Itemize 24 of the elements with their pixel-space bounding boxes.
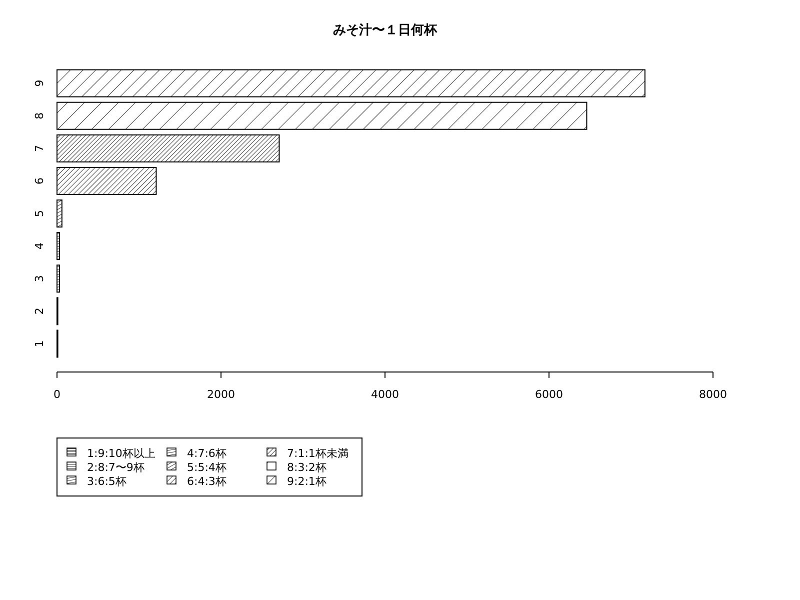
y-tick-label: 3 xyxy=(33,275,46,282)
y-tick-label: 6 xyxy=(33,177,46,184)
y-tick-label: 8 xyxy=(33,112,46,120)
x-tick-label: 8000 xyxy=(699,388,727,401)
x-tick-label: 6000 xyxy=(535,388,563,401)
x-tick-label: 2000 xyxy=(207,388,235,401)
y-tick-label: 2 xyxy=(33,308,46,315)
legend-label: 9:2:1杯 xyxy=(287,475,326,488)
legend-label: 7:1:1杯未満 xyxy=(287,447,348,460)
y-tick-label: 9 xyxy=(33,80,46,87)
y-tick-label: 7 xyxy=(33,144,46,152)
y-tick-label: 4 xyxy=(33,242,46,250)
chart-title: みそ汁〜１日何杯 xyxy=(333,23,438,38)
x-tick-label: 4000 xyxy=(371,388,399,401)
legend-label: 5:5:4杯 xyxy=(187,461,226,474)
legend-label: 1:9:10杯以上 xyxy=(87,447,156,460)
x-tick-label: 0 xyxy=(54,388,60,401)
legend-label: 3:6:5杯 xyxy=(87,475,126,488)
legend-label: 4:7:6杯 xyxy=(187,447,226,460)
legend-label: 8:3:2杯 xyxy=(287,461,326,474)
legend-label: 2:8:7〜9杯 xyxy=(87,461,144,474)
legend-label: 6:4:3杯 xyxy=(187,475,226,488)
y-tick-label: 5 xyxy=(33,210,46,217)
y-tick-label: 1 xyxy=(33,340,46,348)
